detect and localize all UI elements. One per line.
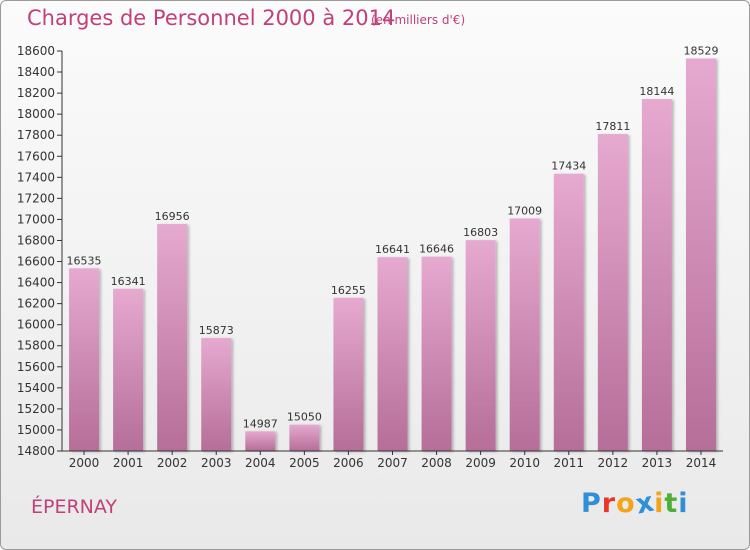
data-label-2000: 16535 bbox=[67, 254, 102, 267]
bar-2006 bbox=[333, 297, 364, 451]
y-tick-label: 15600 bbox=[17, 360, 55, 374]
x-tick-label-2010: 2010 bbox=[509, 456, 540, 470]
x-tick-label-2009: 2009 bbox=[465, 456, 496, 470]
data-label-2014: 18529 bbox=[683, 44, 718, 57]
y-tick-label: 17200 bbox=[17, 191, 55, 205]
x-tick-label-2008: 2008 bbox=[421, 456, 452, 470]
y-tick-label: 18000 bbox=[17, 107, 55, 121]
bar-2008 bbox=[421, 256, 452, 451]
x-tick-label-2004: 2004 bbox=[245, 456, 276, 470]
bar-2013 bbox=[641, 99, 672, 451]
data-label-2013: 18144 bbox=[639, 85, 674, 98]
bar-2000 bbox=[69, 268, 100, 451]
y-tick-label: 17400 bbox=[17, 170, 55, 184]
data-label-2002: 16956 bbox=[155, 210, 190, 223]
x-tick-label-2002: 2002 bbox=[157, 456, 188, 470]
data-label-2005: 15050 bbox=[287, 411, 322, 424]
data-label-2007: 16641 bbox=[375, 243, 410, 256]
proxiti-logo: Proxiti bbox=[581, 486, 689, 520]
y-tick-label: 17000 bbox=[17, 212, 55, 226]
x-tick-label-2003: 2003 bbox=[201, 456, 232, 470]
commune-name: ÉPERNAY bbox=[31, 496, 118, 518]
bar-2004 bbox=[245, 431, 276, 451]
x-tick-label-2013: 2013 bbox=[642, 456, 673, 470]
y-tick-label: 16200 bbox=[17, 297, 55, 311]
y-tick-label: 18600 bbox=[17, 44, 55, 58]
chart-title: Charges de Personnel 2000 à 2014 bbox=[27, 6, 396, 30]
bar-2007 bbox=[377, 257, 408, 451]
x-tick-label-2005: 2005 bbox=[289, 456, 320, 470]
bars-group: 16535 16341 16956 15873 14987 15050 16255 16641… bbox=[67, 44, 718, 452]
x-tick-label-2001: 2001 bbox=[113, 456, 144, 470]
y-tick-label: 15200 bbox=[17, 402, 55, 416]
y-tick-label: 17600 bbox=[17, 149, 55, 163]
data-label-2006: 16255 bbox=[331, 284, 366, 297]
y-tick-label: 18400 bbox=[17, 65, 55, 79]
logo-letter: t bbox=[664, 488, 679, 519]
bar-2010 bbox=[509, 218, 540, 451]
y-tick-label: 16800 bbox=[17, 233, 55, 247]
logo-letter: r bbox=[601, 488, 617, 519]
bar-2005 bbox=[289, 424, 320, 451]
bar-2009 bbox=[465, 240, 496, 451]
y-tick-label: 16000 bbox=[17, 318, 55, 332]
y-tick-label: 15800 bbox=[17, 339, 55, 353]
data-label-2011: 17434 bbox=[551, 160, 586, 173]
data-label-2012: 17811 bbox=[595, 120, 630, 133]
data-label-2009: 16803 bbox=[463, 226, 498, 239]
data-label-2010: 17009 bbox=[507, 204, 542, 217]
x-tick-label-2000: 2000 bbox=[69, 456, 100, 470]
logo-letter: i bbox=[654, 488, 665, 519]
x-tick-label-2014: 2014 bbox=[686, 456, 717, 470]
y-axis: 14800 15000 15200 15400 15600 15800 16000 16200… bbox=[17, 44, 63, 458]
x-tick-label-2007: 2007 bbox=[377, 456, 408, 470]
bar-2012 bbox=[597, 134, 628, 452]
x-tick-label-2012: 2012 bbox=[598, 456, 629, 470]
chart-subtitle: (en milliers d'€) bbox=[371, 13, 466, 27]
y-tick-label: 14800 bbox=[17, 444, 55, 458]
bar-2014 bbox=[685, 58, 716, 451]
bar-2002 bbox=[157, 224, 188, 451]
y-tick-label: 15400 bbox=[17, 381, 55, 395]
data-label-2008: 16646 bbox=[419, 243, 454, 256]
y-tick-label: 18200 bbox=[17, 86, 55, 100]
x-tick-label-2011: 2011 bbox=[553, 456, 584, 470]
data-label-2003: 15873 bbox=[199, 324, 234, 337]
x-axis: 2000 2001 2002 2003 2004 2005 2006 2007 2008 2009… bbox=[62, 450, 723, 470]
y-tick-label: 16400 bbox=[17, 276, 55, 290]
data-label-2001: 16341 bbox=[111, 275, 146, 288]
data-label-2004: 14987 bbox=[243, 417, 278, 430]
bar-2011 bbox=[553, 173, 584, 451]
y-tick-label: 17800 bbox=[17, 128, 55, 142]
bar-2001 bbox=[113, 288, 144, 451]
logo-letter: i bbox=[678, 488, 689, 519]
x-tick-label-2006: 2006 bbox=[333, 456, 364, 470]
y-tick-label: 15000 bbox=[17, 423, 55, 437]
logo-letter: o bbox=[616, 488, 636, 519]
logo-letter: P bbox=[581, 488, 602, 519]
y-tick-label: 16600 bbox=[17, 255, 55, 269]
bar-2003 bbox=[201, 338, 232, 451]
